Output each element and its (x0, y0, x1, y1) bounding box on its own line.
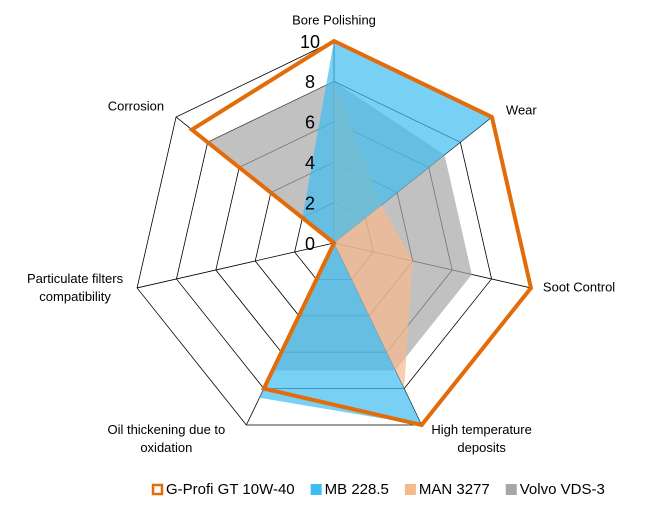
legend-swatch (310, 484, 322, 495)
legend-item: G-Profi GT 10W-40 (151, 481, 295, 498)
tick-label: 4 (305, 153, 315, 173)
legend-item: MAN 3277 (404, 481, 490, 498)
category-label: Soot Control (543, 279, 615, 294)
label-line: High temperature (431, 422, 531, 437)
legend-label: Volvo VDS-3 (520, 481, 605, 498)
legend-item: MB 228.5 (310, 481, 389, 498)
label-line: oxidation (140, 440, 192, 455)
category-label: High temperature deposits (431, 422, 531, 455)
label-line: Oil thickening due to (107, 422, 225, 437)
category-label: Wear (506, 102, 537, 117)
tick-label: 0 (305, 234, 315, 254)
tick-label: 6 (305, 113, 315, 133)
tick-label: 8 (305, 72, 315, 92)
label-line: Particulate filters (27, 271, 124, 286)
legend-swatch (505, 484, 517, 495)
series-outline (188, 38, 534, 428)
legend-swatch (404, 484, 416, 495)
legend-swatch (151, 483, 164, 496)
label-line: compatibility (39, 289, 111, 304)
series-area (259, 41, 492, 425)
tick-label: 2 (305, 193, 315, 213)
legend-label: MB 228.5 (325, 481, 389, 498)
spoke (136, 242, 335, 289)
legend-label: MAN 3277 (419, 481, 490, 498)
category-label: Bore Polishing (292, 12, 376, 27)
category-label: Particulate filters compatibility (27, 271, 124, 304)
legend-label: G-Profi GT 10W-40 (166, 481, 295, 498)
tick-label: 10 (300, 32, 320, 52)
legend-item: Volvo VDS-3 (505, 481, 605, 498)
label-line: deposits (457, 440, 506, 455)
category-label: Corrosion (108, 98, 164, 113)
category-label: Oil thickening due to oxidation (107, 422, 225, 455)
